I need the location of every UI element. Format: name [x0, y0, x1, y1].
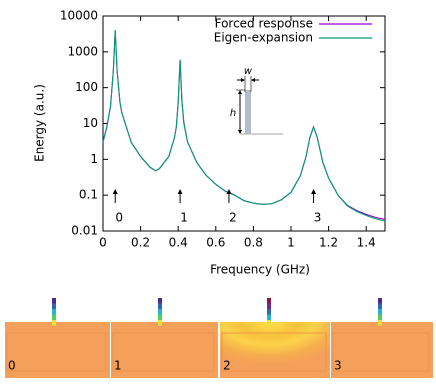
inset-bar — [245, 90, 251, 134]
panel-strip — [52, 298, 56, 304]
panel-strip — [378, 298, 382, 304]
y-tick-label: 0.01 — [71, 224, 98, 238]
panel-strip — [378, 303, 382, 309]
annotation-label: 0 — [115, 211, 123, 225]
annotation-arrowhead — [177, 189, 183, 194]
inset-height-label: h — [230, 108, 236, 119]
panel-body — [220, 322, 330, 378]
panel-strip — [378, 309, 382, 315]
y-axis-label: Energy (a.u.) — [33, 84, 47, 162]
x-tick-label: 1.2 — [319, 236, 338, 250]
panel-inner — [112, 332, 215, 372]
series-line — [102, 30, 386, 220]
x-tick-label: 1 — [287, 236, 295, 250]
panel-strip — [267, 314, 271, 320]
x-tick-label: 1.4 — [357, 236, 376, 250]
x-tick-label: 0.6 — [206, 236, 225, 250]
panel-strip — [378, 314, 382, 320]
panel-strip — [52, 314, 56, 320]
annotation-arrowhead — [226, 189, 232, 194]
panel-label: 2 — [223, 359, 231, 373]
y-tick-label: 0.1 — [79, 188, 98, 202]
panel-strip — [52, 309, 56, 315]
y-tick-label: 1 — [90, 152, 98, 166]
panel-inner — [6, 332, 107, 372]
inset-arrowhead — [251, 78, 255, 82]
inset-arrowhead — [241, 78, 245, 82]
panel-body — [111, 322, 218, 378]
panel-strip — [158, 320, 162, 326]
x-tick-label: 0.8 — [244, 236, 263, 250]
x-tick-label: 0.4 — [169, 236, 188, 250]
panel-body — [5, 322, 110, 378]
panel-strip — [158, 298, 162, 304]
inset-width-label: w — [244, 66, 253, 77]
annotation-arrowhead — [311, 189, 317, 194]
panel-inner — [221, 332, 327, 372]
y-tick-label: 100 — [75, 80, 98, 94]
x-axis-label: Frequency (GHz) — [210, 263, 310, 277]
annotation-label: 1 — [180, 211, 188, 225]
panel-strip — [52, 320, 56, 326]
series-line — [102, 30, 386, 222]
x-tick-label: 0.2 — [131, 236, 150, 250]
panel-strip — [267, 298, 271, 304]
panel-body — [331, 322, 433, 378]
legend-label: Eigen-expansion — [214, 31, 313, 45]
panel-label: 1 — [114, 359, 122, 373]
plot-frame — [102, 15, 386, 232]
annotation-label: 2 — [229, 211, 237, 225]
x-tick-label: 0 — [99, 236, 107, 250]
panel-strip — [267, 303, 271, 309]
panel-strip — [378, 320, 382, 326]
annotation-arrowhead — [112, 189, 118, 194]
panel-strip — [158, 314, 162, 320]
y-tick-label: 1000 — [67, 44, 98, 58]
panel-strip — [158, 309, 162, 315]
panel-strip — [158, 303, 162, 309]
legend-label: Forced response — [215, 17, 313, 31]
panel-strip — [52, 303, 56, 309]
panels: 0 1 2 3 — [5, 298, 433, 378]
inset: w h — [230, 66, 283, 135]
panel-strip — [267, 320, 271, 326]
annotation-label: 3 — [314, 211, 322, 225]
panel-strip — [267, 309, 271, 315]
panel-label: 3 — [334, 359, 342, 373]
panel-inner — [332, 332, 430, 372]
y-tick-label: 10000 — [60, 9, 98, 23]
y-tick-label: 10 — [83, 116, 98, 130]
panel-label: 0 — [8, 359, 16, 373]
